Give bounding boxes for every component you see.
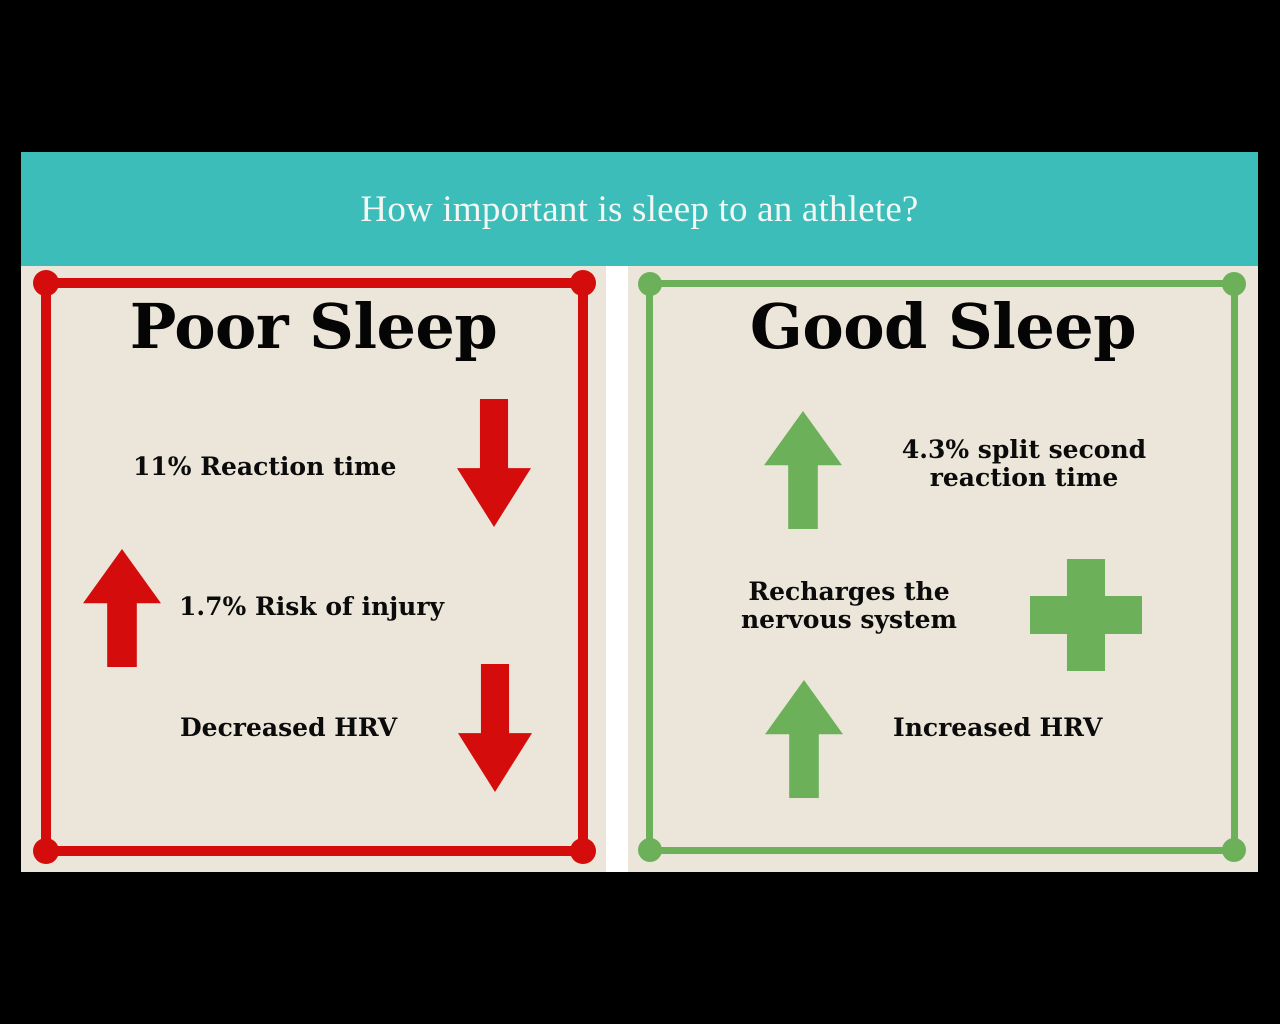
plus-icon bbox=[1030, 559, 1142, 671]
arrow-up-icon bbox=[765, 680, 843, 798]
poor-sleep-stat-3-label: Decreased HRV bbox=[180, 713, 398, 742]
arrow-up-icon bbox=[764, 411, 842, 529]
header-band: How important is sleep to an athlete? bbox=[21, 152, 1258, 266]
poor-sleep-content: Poor Sleep 11% Reaction time 1.7% Risk o… bbox=[21, 266, 606, 872]
page-title: How important is sleep to an athlete? bbox=[360, 188, 919, 230]
good-sleep-stat-2-label: Recharges the nervous system bbox=[741, 577, 957, 634]
good-sleep-panel: Good Sleep 4.3% split second reaction ti… bbox=[628, 266, 1258, 872]
poor-sleep-heading: Poor Sleep bbox=[129, 290, 498, 363]
poor-sleep-stat-2-label: 1.7% Risk of injury bbox=[179, 592, 445, 621]
good-sleep-stat-3-label: Increased HRV bbox=[893, 713, 1103, 742]
arrow-up-icon bbox=[83, 549, 161, 667]
good-sleep-content: Good Sleep 4.3% split second reaction ti… bbox=[628, 266, 1258, 872]
infographic-slide: How important is sleep to an athlete? Po… bbox=[21, 152, 1258, 872]
poor-sleep-panel: Poor Sleep 11% Reaction time 1.7% Risk o… bbox=[21, 266, 606, 872]
poor-sleep-stat-1-label: 11% Reaction time bbox=[133, 452, 397, 481]
good-sleep-heading: Good Sleep bbox=[749, 290, 1137, 363]
arrow-down-icon bbox=[458, 664, 532, 792]
panels-row: Poor Sleep 11% Reaction time 1.7% Risk o… bbox=[21, 266, 1258, 872]
good-sleep-stat-1-label: 4.3% split second reaction time bbox=[901, 435, 1147, 492]
panel-divider-gap bbox=[606, 266, 628, 872]
arrow-down-icon bbox=[457, 399, 531, 527]
